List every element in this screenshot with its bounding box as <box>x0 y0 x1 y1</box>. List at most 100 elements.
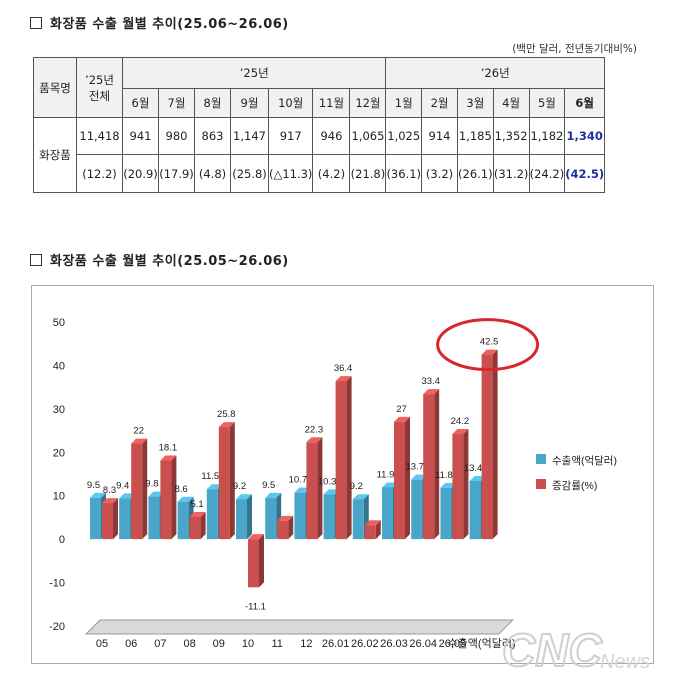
y-tick-label: 20 <box>53 447 65 459</box>
change-cell: (26.1) <box>457 154 494 193</box>
unit-note: (백만 달러, 전년동기대비%) <box>512 43 637 55</box>
export-amount-bar <box>236 499 247 540</box>
data-label: 9.5 <box>87 480 100 491</box>
x-tick-label: 수출액(억달러) <box>448 637 516 650</box>
increase-rate-bar <box>481 354 493 540</box>
year26-header: ’26년 <box>385 57 606 89</box>
increase-rate-bar <box>131 443 143 540</box>
month-header-cell: 3월 <box>457 88 494 118</box>
bar-top <box>352 494 369 500</box>
change-cell: (21.8) <box>349 154 387 193</box>
bar-side <box>434 389 440 540</box>
bar-side <box>259 534 264 588</box>
bar-top <box>481 349 498 355</box>
data-label: 11.8 <box>435 470 453 481</box>
data-label: 42.5 <box>480 337 499 348</box>
export-amount-bar <box>382 487 393 540</box>
data-label: 10.3 <box>318 476 337 487</box>
data-label: -11.1 <box>245 601 266 612</box>
increase-rate-bar <box>394 421 405 540</box>
x-tick-label: 26.05 <box>439 638 467 650</box>
bar-top <box>277 515 294 521</box>
data-label: 8.3 <box>103 485 116 496</box>
bar-side <box>229 422 235 540</box>
data-label: 9.5 <box>262 480 275 491</box>
value-cell: 1,340 <box>564 117 606 155</box>
bar-top <box>90 492 106 498</box>
bar-top <box>248 534 264 540</box>
value-cell: 1,182 <box>528 117 566 155</box>
value-cell: 914 <box>421 117 459 155</box>
change-cell: (24.2) <box>528 154 566 193</box>
data-label: 27 <box>396 404 407 415</box>
y-tick-label: -10 <box>49 578 65 590</box>
increase-rate-bar <box>189 516 201 540</box>
change-cell: (20.9) <box>122 154 159 193</box>
x-tick-label: 26.02 <box>351 638 379 650</box>
data-label: 11.9 <box>377 469 395 480</box>
total-value-cell: 11,418 <box>76 117 123 155</box>
x-tick-label: 26.03 <box>380 638 408 650</box>
bar-top <box>131 438 148 444</box>
bar-side <box>200 511 206 540</box>
legend-label: 수출액(억달러) <box>552 455 617 467</box>
bar-top <box>452 429 469 435</box>
bar-top <box>335 376 352 382</box>
export-amount-bar <box>294 492 306 540</box>
data-label: 22.3 <box>305 424 324 435</box>
increase-rate-bar <box>423 394 435 540</box>
x-tick-label: 26.01 <box>322 638 350 650</box>
x-tick-label: 05 <box>96 638 108 650</box>
export-amount-bar <box>90 497 101 540</box>
x-tick-label: 26.04 <box>409 638 437 650</box>
legend-swatch <box>536 479 546 489</box>
bar-top <box>306 437 323 443</box>
x-tick-label: 08 <box>183 638 195 650</box>
data-label: 36.4 <box>334 363 353 374</box>
data-label: 10.7 <box>289 475 308 486</box>
increase-rate-bar <box>277 520 289 540</box>
change-cell: (4.2) <box>312 154 351 193</box>
change-cell: (△11.3) <box>267 154 314 193</box>
bar-side <box>317 437 323 540</box>
bar-top <box>177 496 194 502</box>
bar-top <box>236 494 252 500</box>
increase-rate-bar <box>335 381 347 540</box>
change-cell: (3.2) <box>421 154 459 193</box>
year25-header: ’25년 <box>121 57 387 89</box>
data-label: 5.1 <box>190 499 203 510</box>
increase-rate-bar <box>218 427 230 540</box>
bar-top <box>394 416 410 422</box>
export-amount-bar <box>177 501 189 540</box>
increase-rate-bar <box>248 539 259 588</box>
cnc-news-watermark-logo: CNC News <box>501 623 650 677</box>
bar-side <box>113 498 118 540</box>
month-header-cell: 8월 <box>194 88 231 118</box>
bar-top <box>160 455 177 461</box>
value-cell: 980 <box>158 117 195 155</box>
bar-side <box>288 515 294 540</box>
y-tick-label: 10 <box>53 491 65 503</box>
export-amount-bar <box>119 498 131 540</box>
bar-side <box>247 494 252 540</box>
total-header: ’25년 전체 <box>76 57 123 118</box>
data-label: 9.2 <box>233 481 246 492</box>
change-cell: (4.8) <box>194 154 231 193</box>
value-cell: 946 <box>312 117 351 155</box>
bar-top <box>189 511 206 517</box>
data-label: 8.6 <box>174 484 187 495</box>
change-cell: (36.1) <box>385 154 423 193</box>
change-cell: (17.9) <box>158 154 195 193</box>
export-amount-bar <box>411 479 423 540</box>
table-section-title: 화장품 수출 월별 추이(25.06~26.06) <box>30 13 289 32</box>
x-tick-label: 10 <box>242 638 254 650</box>
month-header-cell: 6월 <box>122 88 159 118</box>
month-header-cell: 10월 <box>267 88 314 118</box>
export-amount-bar <box>352 499 364 540</box>
data-label: 22 <box>133 426 144 437</box>
bar-side <box>346 376 352 540</box>
y-tick-label: 30 <box>53 404 65 416</box>
change-cell: (31.2) <box>492 154 530 193</box>
chart-frame: 50 40 30 20 10 0 -10 -20 9.5 9.4 9.8 8.6 11.5 9.2 9.5 1… <box>31 285 654 664</box>
month-header-cell: 5월 <box>528 88 566 118</box>
